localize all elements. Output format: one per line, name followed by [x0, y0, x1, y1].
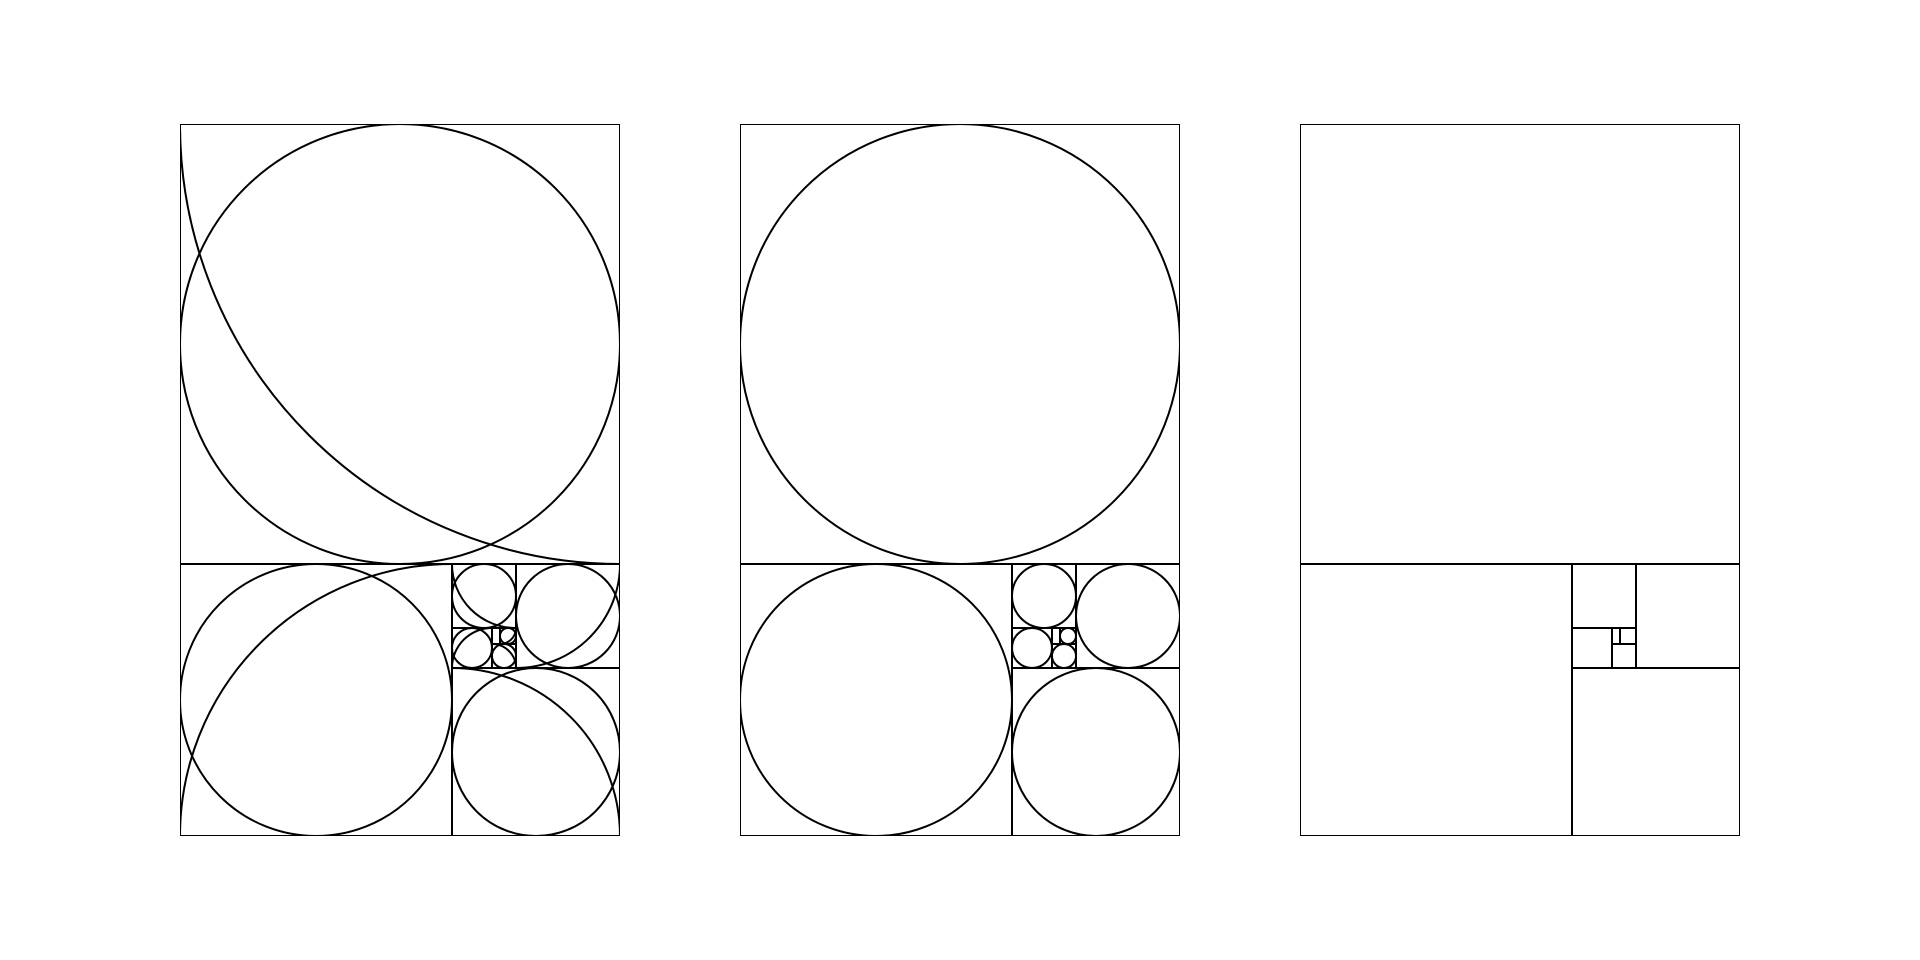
panel-circles: [740, 124, 1180, 836]
panel-spiral: [180, 124, 620, 836]
panel-grid: [1300, 124, 1740, 836]
stage: [0, 0, 1920, 960]
